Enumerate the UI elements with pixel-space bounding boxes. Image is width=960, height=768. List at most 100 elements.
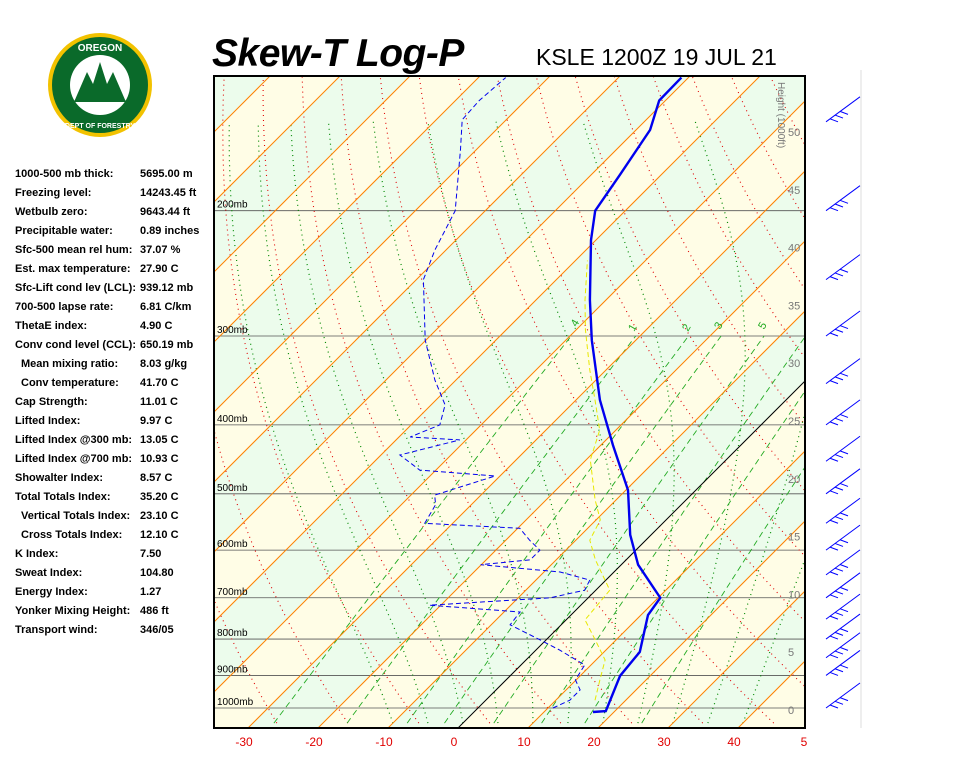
stat-value: 12.10 C [140, 529, 179, 541]
wind-barb [825, 650, 861, 676]
wind-barb [825, 468, 861, 495]
height-tick-label: 15 [788, 532, 800, 544]
pressure-label: 900mb [217, 664, 248, 675]
mixing-ratio-label: 5 [756, 320, 769, 331]
stat-row: K Index: 7.50 [15, 548, 161, 567]
wind-barb-column [822, 70, 862, 728]
moist-adiabat [707, 410, 805, 724]
moist-adiabat [582, 121, 675, 724]
stat-value: 346/05 [140, 624, 174, 636]
wind-barb [825, 572, 861, 599]
stat-label: Total Totals Index: [15, 491, 111, 503]
stat-row: Transport wind: 346/05 [15, 624, 174, 643]
height-axis-label: Height (1000ft) [775, 82, 786, 148]
wind-barb [825, 96, 861, 123]
wind-barb [825, 497, 861, 524]
stat-value: 9643.44 ft [140, 206, 191, 218]
stat-label: K Index: [15, 548, 59, 560]
station-time-label: KSLE 1200Z 19 JUL 21 [536, 44, 777, 70]
stat-value: 5695.00 m [140, 168, 193, 180]
stat-label: Lifted Index @700 mb: [15, 453, 133, 465]
pressure-label: 500mb [217, 483, 248, 494]
height-tick-label: 50 [788, 127, 800, 139]
stat-row: Wetbulb zero: 9643.44 ft [15, 206, 190, 225]
stat-value: 650.19 mb [140, 339, 194, 351]
stat-row: Energy Index: 1.27 [15, 586, 161, 605]
stat-label: 700-500 lapse rate: [15, 301, 114, 313]
stat-value: 13.05 C [140, 434, 179, 446]
stat-row: Lifted Index: 9.97 C [15, 415, 172, 434]
x-tick-label: 30 [657, 735, 671, 749]
stat-row: ThetaE index: 4.90 C [15, 320, 172, 339]
stat-label: Conv temperature: [21, 377, 119, 389]
stat-row: Precipitable water: 0.89 inches [15, 225, 199, 244]
stat-row: Conv cond level (CCL): 650.19 mb [15, 339, 193, 358]
mixing-ratio-label: 1 [626, 322, 639, 333]
stat-value: 11.01 C [140, 396, 178, 408]
parcel-line [584, 260, 611, 701]
temperature-line [588, 76, 683, 714]
stat-label: Est. max temperature: [15, 263, 131, 275]
dry-adiabat [457, 76, 805, 688]
sounding-stats-panel: 1000-500 mb thick: 5695.00 m Freezing leve… [15, 168, 199, 643]
stat-label: Sweat Index: [15, 567, 83, 579]
stat-value: 486 ft [140, 605, 169, 617]
stat-value: 939.12 mb [140, 282, 194, 294]
stat-value: 104.80 [140, 567, 174, 579]
isotherm [317, 240, 805, 728]
stat-value: 7.50 [140, 548, 162, 560]
stat-row: Sweat Index: 104.80 [15, 567, 174, 586]
height-tick-label: 35 [788, 300, 800, 312]
stat-label: Lifted Index @300 mb: [15, 434, 133, 446]
mixing-ratio-line [584, 390, 805, 724]
stat-label: ThetaE index: [15, 320, 88, 332]
wind-barb [825, 524, 861, 551]
dry-adiabat [883, 0, 960, 723]
stat-label: Sfc-500 mean rel hum: [15, 244, 133, 256]
moist-adiabat [672, 121, 746, 724]
stat-row: Yonker Mixing Height: 486 ft [15, 605, 169, 624]
isotherm-band [214, 76, 805, 692]
x-tick-label: 20 [587, 735, 601, 749]
mixing-ratio-line [406, 335, 689, 724]
wind-barb [825, 593, 861, 620]
isotherm [214, 76, 481, 343]
x-tick-label: -10 [375, 735, 393, 749]
stat-label: Cross Totals Index: [21, 529, 123, 541]
stat-value: 37.07 % [140, 244, 181, 256]
mixing-ratio-line [273, 335, 572, 724]
moist-adiabat [257, 121, 429, 724]
chart-title: Skew-T Log-P [212, 32, 464, 75]
mixing-ratio-label: 3 [712, 320, 725, 331]
stat-value: 8.03 g/kg [140, 358, 188, 370]
mixing-ratio-line [541, 336, 805, 724]
stat-row: Lifted Index @700 mb: 10.93 C [15, 453, 179, 472]
stat-value: 27.90 C [140, 263, 179, 275]
stat-label: Vertical Totals Index: [21, 510, 131, 522]
x-tick-label: 40 [727, 735, 741, 749]
stat-row: 1000-500 mb thick: 5695.00 m [15, 168, 193, 187]
isotherm [214, 76, 551, 413]
height-tick-label: 25 [788, 416, 800, 428]
stat-value: 10.93 C [140, 453, 179, 465]
plot-border [213, 75, 806, 729]
stat-value: 9.97 C [140, 415, 173, 427]
stat-value: 8.57 C [140, 472, 173, 484]
dewpoint-line [398, 77, 591, 709]
mixing-ratio-line [444, 335, 722, 724]
height-tick-label: 5 [788, 647, 794, 659]
dry-adiabat [92, 0, 206, 723]
stat-label: Sfc-Lift cond lev (LCL): [15, 282, 136, 294]
stat-value: 23.10 C [140, 510, 179, 522]
svg-text:OREGON: OREGON [78, 43, 122, 54]
pressure-label: 800mb [217, 628, 248, 639]
mixing-ratio-line [493, 335, 765, 724]
stat-value: 6.81 C/km [140, 301, 192, 313]
stat-row: Lifted Index @300 mb: 13.05 C [15, 434, 179, 453]
stat-row: Total Totals Index: 35.20 C [15, 491, 179, 510]
height-tick-label: 10 [788, 589, 800, 601]
stat-label: Transport wind: [15, 624, 98, 636]
pressure-label: 200mb [217, 200, 248, 211]
dry-adiabat [847, 0, 960, 723]
